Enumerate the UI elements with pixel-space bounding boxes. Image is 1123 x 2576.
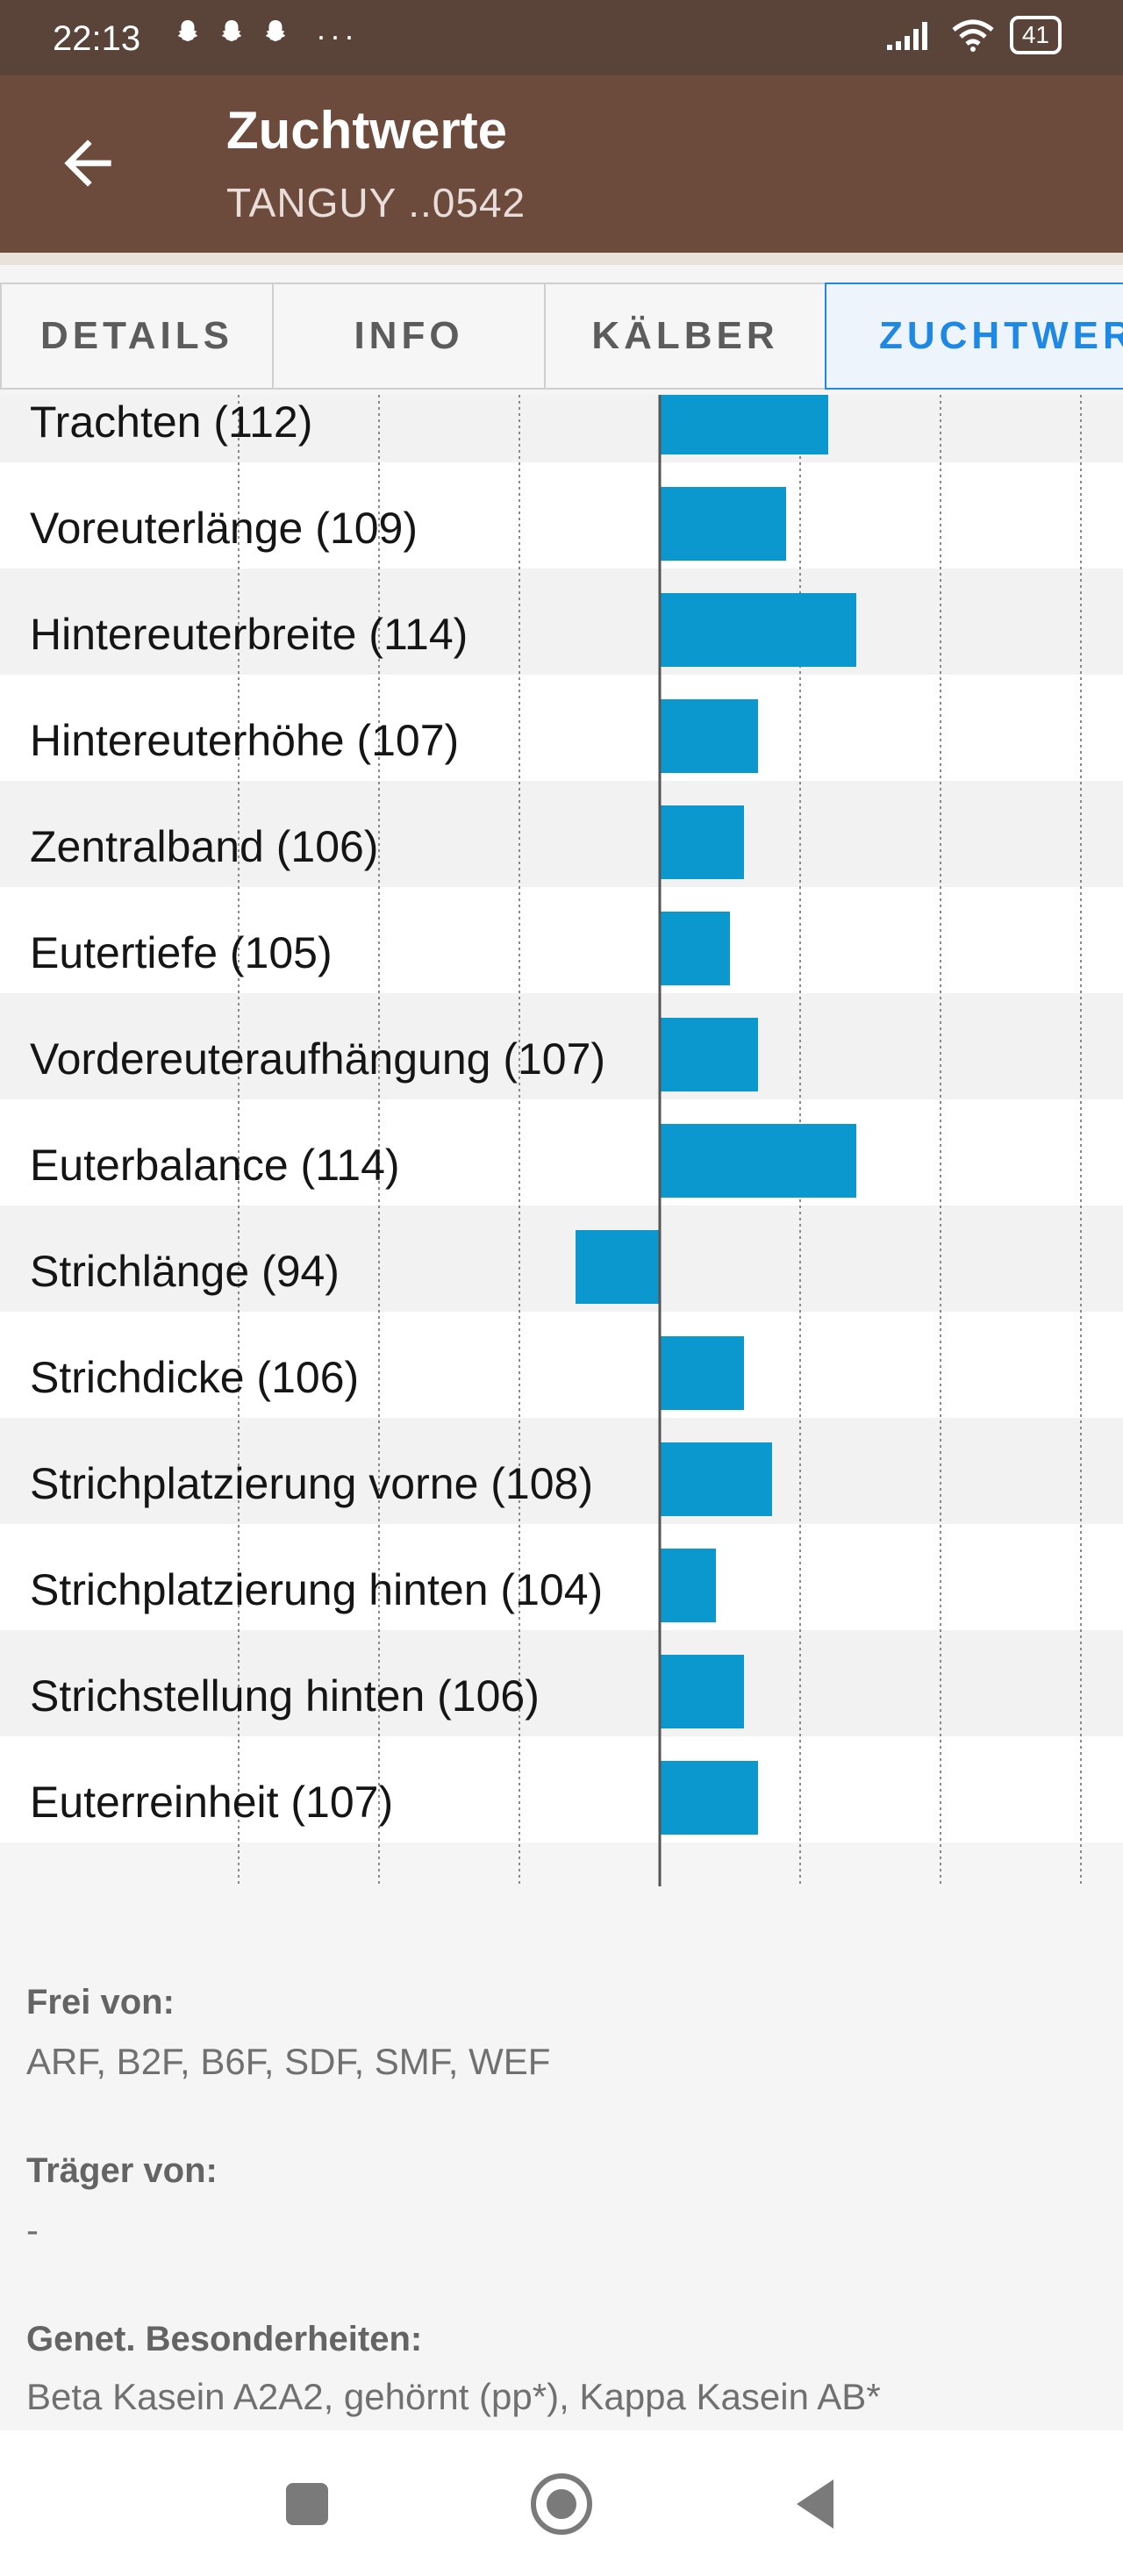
bar (660, 1018, 758, 1091)
chart-row (0, 1418, 1123, 1524)
genetics-info: Frei von: ARF, B2F, B6F, SDF, SMF, WEF T… (0, 1895, 1123, 2430)
chart-row (0, 395, 1123, 462)
snapchat-icon (265, 20, 286, 41)
traeger-von-value: - (26, 2209, 39, 2250)
bar (660, 1124, 856, 1198)
bar (660, 912, 730, 985)
wifi-icon (952, 19, 994, 52)
bar-label: Hintereuterhöhe (107) (30, 716, 459, 765)
bar (660, 1442, 772, 1516)
bar (660, 1336, 744, 1410)
tab-zuchtwerte[interactable]: ZUCHTWERTE (825, 283, 1123, 390)
tab-kaelber[interactable]: KÄLBER (544, 283, 826, 390)
frei-von-label: Frei von: (26, 1983, 175, 2021)
tab-bar: DETAILS INFO KÄLBER ZUCHTWERTE (0, 281, 1123, 395)
bar (576, 1230, 660, 1304)
chart-row (0, 1312, 1123, 1418)
snapchat-icon (221, 20, 242, 41)
more-notifications-indicator: ··· (316, 18, 358, 54)
appbar-divider (0, 253, 1123, 265)
app-bar: Zuchtwerte TANGUY ..0542 (0, 75, 1123, 253)
back-arrow-icon[interactable] (53, 128, 123, 198)
bar-label: Strichlänge (94) (30, 1247, 340, 1296)
chart-row (0, 1524, 1123, 1630)
bar (660, 805, 744, 879)
chart-row (0, 675, 1123, 781)
bar-label: Vordereuteraufhängung (107) (30, 1034, 605, 1084)
bar (660, 487, 786, 561)
tab-details[interactable]: DETAILS (0, 283, 274, 390)
chart-row (0, 1630, 1123, 1736)
bar-label: Hintereuterbreite (114) (30, 610, 468, 659)
chart-row (0, 1206, 1123, 1312)
frei-von-value: ARF, B2F, B6F, SDF, SMF, WEF (26, 2041, 551, 2082)
breeding-values-chart: Trachten (112) Voreuterlänge (109) Hintere… (0, 395, 1123, 1895)
traeger-von-label: Träger von: (26, 2151, 218, 2190)
back-nav-icon[interactable] (781, 2469, 851, 2539)
home-icon[interactable] (526, 2469, 597, 2539)
bar-label: Zentralband (106) (30, 822, 378, 871)
genet-besonderheiten-label: Genet. Besonderheiten: (26, 2320, 423, 2358)
page-subtitle: TANGUY ..0542 (226, 180, 526, 225)
bar-label: Strichstellung hinten (106) (30, 1671, 540, 1721)
genet-besonderheiten-value: Beta Kasein A2A2, gehörnt (pp*), Kappa K… (26, 2376, 881, 2417)
bar-label: Euterreinheit (107) (30, 1778, 393, 1827)
bar-label: Strichplatzierung hinten (104) (30, 1565, 603, 1614)
bar (660, 395, 828, 454)
status-time: 22:13 (53, 19, 141, 58)
bar (660, 1655, 744, 1728)
bar-label: Euterbalance (114) (30, 1141, 400, 1190)
bar (660, 1761, 758, 1835)
status-bar: 22:13 ··· 41 (0, 0, 1123, 75)
bar (660, 593, 856, 667)
chart-row (0, 781, 1123, 887)
chart-row (0, 462, 1123, 569)
chart-row (0, 887, 1123, 993)
chart-row (0, 569, 1123, 675)
notification-icons: ··· (172, 18, 358, 54)
bar-chart: Trachten (112) Voreuterlänge (109) Hintere… (0, 395, 1123, 1886)
bar-label: Trachten (112) (30, 397, 312, 447)
chart-row (0, 1099, 1123, 1206)
status-right: 41 (885, 16, 1062, 54)
signal-icon (886, 22, 927, 50)
tab-info[interactable]: INFO (272, 283, 546, 390)
page-title: Zuchtwerte (226, 101, 508, 160)
chart-row (0, 993, 1123, 1099)
battery-icon: 41 (1009, 16, 1062, 54)
bar (660, 699, 758, 773)
chart-row (0, 1736, 1123, 1843)
bar-label: Voreuterlänge (109) (30, 504, 418, 553)
bar-label: Strichplatzierung vorne (108) (30, 1459, 593, 1508)
bar-label: Strichdicke (106) (30, 1353, 359, 1402)
system-nav-bar (0, 2430, 1123, 2576)
recent-apps-icon[interactable] (272, 2469, 342, 2539)
bar-label: Eutertiefe (105) (30, 928, 333, 977)
bar (660, 1549, 716, 1622)
snapchat-icon (177, 20, 198, 41)
